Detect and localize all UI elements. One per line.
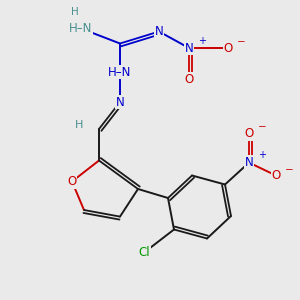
Text: Cl: Cl [138, 246, 150, 259]
Text: N: N [244, 156, 253, 169]
Text: O: O [244, 127, 253, 140]
Text: +: + [199, 35, 206, 46]
Text: −: − [258, 122, 267, 133]
Text: N: N [154, 25, 164, 38]
Text: N: N [184, 41, 194, 55]
Text: +: + [259, 150, 266, 160]
Text: H: H [71, 7, 79, 17]
Text: O: O [224, 41, 232, 55]
Text: N: N [116, 95, 124, 109]
Text: O: O [184, 73, 194, 86]
Text: −: − [237, 37, 246, 47]
Text: H–N: H–N [108, 65, 132, 79]
Text: O: O [272, 169, 280, 182]
Text: −: − [285, 164, 294, 175]
Text: H: H [75, 119, 84, 130]
Text: O: O [68, 175, 76, 188]
Text: H–N: H–N [69, 22, 93, 35]
